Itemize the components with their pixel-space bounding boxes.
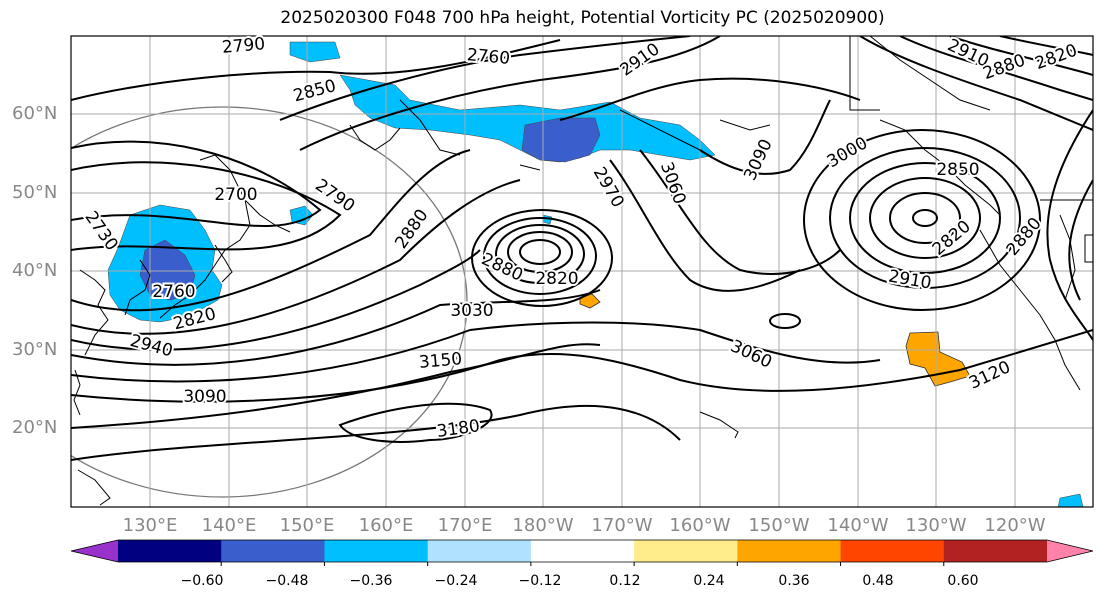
contour-label: 3180 bbox=[435, 416, 481, 442]
lon-label: 150°W bbox=[748, 515, 810, 536]
lat-label: 20°N bbox=[12, 417, 58, 438]
colorbar-tick-label: −0.36 bbox=[349, 573, 393, 589]
colorbar-tick-label: −0.12 bbox=[518, 573, 562, 589]
pv-shading-strong-negative bbox=[139, 117, 601, 301]
colorbar-segment bbox=[324, 540, 429, 562]
contour-label: 2790 bbox=[221, 34, 266, 58]
colorbar-segment bbox=[840, 540, 945, 562]
colorbar-segment bbox=[943, 540, 1048, 562]
contour-label: 3030 bbox=[450, 301, 493, 321]
colorbar-tick-label: 0.60 bbox=[947, 573, 979, 589]
colorbar-tick-label: −0.48 bbox=[265, 573, 309, 589]
lon-label: 130°W bbox=[905, 515, 967, 536]
colorbar-extend-low bbox=[71, 540, 118, 562]
lat-label: 40°N bbox=[12, 260, 58, 281]
lon-label: 160°E bbox=[358, 515, 414, 536]
colorbar-segment bbox=[737, 540, 842, 562]
colorbar-tick-label: 0.12 bbox=[609, 573, 641, 589]
lon-label: 170°E bbox=[437, 515, 493, 536]
colorbar-tick-label: 0.24 bbox=[693, 573, 725, 589]
lon-label: 140°E bbox=[201, 515, 257, 536]
lon-label: 180°W bbox=[512, 515, 574, 536]
colorbar-tick-label: 0.48 bbox=[862, 573, 894, 589]
contour-label: 2760 bbox=[466, 45, 511, 69]
lon-label: 150°E bbox=[279, 515, 335, 536]
lon-label: 140°W bbox=[827, 515, 889, 536]
contour-label: 2820 bbox=[535, 269, 578, 289]
height-contours bbox=[71, 36, 1093, 461]
colorbar-segment bbox=[118, 540, 222, 562]
colorbar-outline bbox=[70, 539, 1094, 563]
lat-label: 30°N bbox=[12, 339, 58, 360]
lon-label: 120°W bbox=[984, 515, 1046, 536]
colorbar-tick-label: −0.60 bbox=[180, 573, 224, 589]
lon-label: 170°W bbox=[591, 515, 653, 536]
pv-shading-positive bbox=[579, 293, 971, 387]
colorbar-tick-label: −0.24 bbox=[434, 573, 478, 589]
contour-label: 2760 bbox=[152, 282, 195, 302]
range-ring bbox=[71, 106, 468, 498]
colorbar-segment bbox=[221, 540, 325, 562]
plot-frame bbox=[70, 35, 1094, 508]
colorbar-extend-high bbox=[1047, 540, 1093, 562]
contour-label: 3090 bbox=[183, 387, 226, 407]
colorbar-segment bbox=[427, 540, 532, 562]
lon-label: 160°W bbox=[669, 515, 731, 536]
lat-label: 60°N bbox=[12, 103, 58, 124]
contour-label: 2700 bbox=[214, 185, 257, 205]
map-plot bbox=[70, 35, 1094, 508]
colorbar-segment bbox=[530, 540, 635, 562]
contour-label: 3150 bbox=[418, 349, 463, 373]
colorbar-tick-label: 0.36 bbox=[778, 573, 810, 589]
lon-label: 130°E bbox=[122, 515, 178, 536]
lat-label: 50°N bbox=[12, 182, 58, 203]
colorbar bbox=[70, 539, 1094, 566]
map-title: 2025020300 F048 700 hPa height, Potentia… bbox=[280, 8, 885, 28]
contour-label: 2850 bbox=[936, 160, 979, 180]
colorbar-segment bbox=[634, 540, 738, 562]
